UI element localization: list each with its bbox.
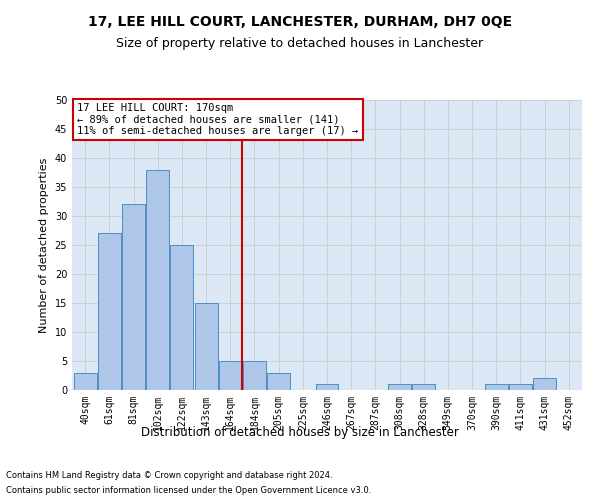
Text: 17, LEE HILL COURT, LANCHESTER, DURHAM, DH7 0QE: 17, LEE HILL COURT, LANCHESTER, DURHAM, … (88, 15, 512, 29)
Text: 17 LEE HILL COURT: 170sqm
← 89% of detached houses are smaller (141)
11% of semi: 17 LEE HILL COURT: 170sqm ← 89% of detac… (77, 103, 358, 136)
Text: Distribution of detached houses by size in Lanchester: Distribution of detached houses by size … (141, 426, 459, 439)
Bar (388, 384, 411, 390)
Bar (122, 204, 145, 390)
Bar (146, 170, 169, 390)
Bar (509, 384, 532, 390)
Bar (170, 245, 193, 390)
Bar (219, 361, 242, 390)
Text: Size of property relative to detached houses in Lanchester: Size of property relative to detached ho… (116, 38, 484, 51)
Bar (194, 303, 218, 390)
Bar (412, 384, 435, 390)
Text: Contains public sector information licensed under the Open Government Licence v3: Contains public sector information licen… (6, 486, 371, 495)
Text: Contains HM Land Registry data © Crown copyright and database right 2024.: Contains HM Land Registry data © Crown c… (6, 471, 332, 480)
Bar (485, 384, 508, 390)
Bar (533, 378, 556, 390)
Bar (98, 234, 121, 390)
Bar (267, 372, 290, 390)
Bar (243, 361, 266, 390)
Bar (316, 384, 338, 390)
Y-axis label: Number of detached properties: Number of detached properties (39, 158, 49, 332)
Bar (74, 372, 97, 390)
